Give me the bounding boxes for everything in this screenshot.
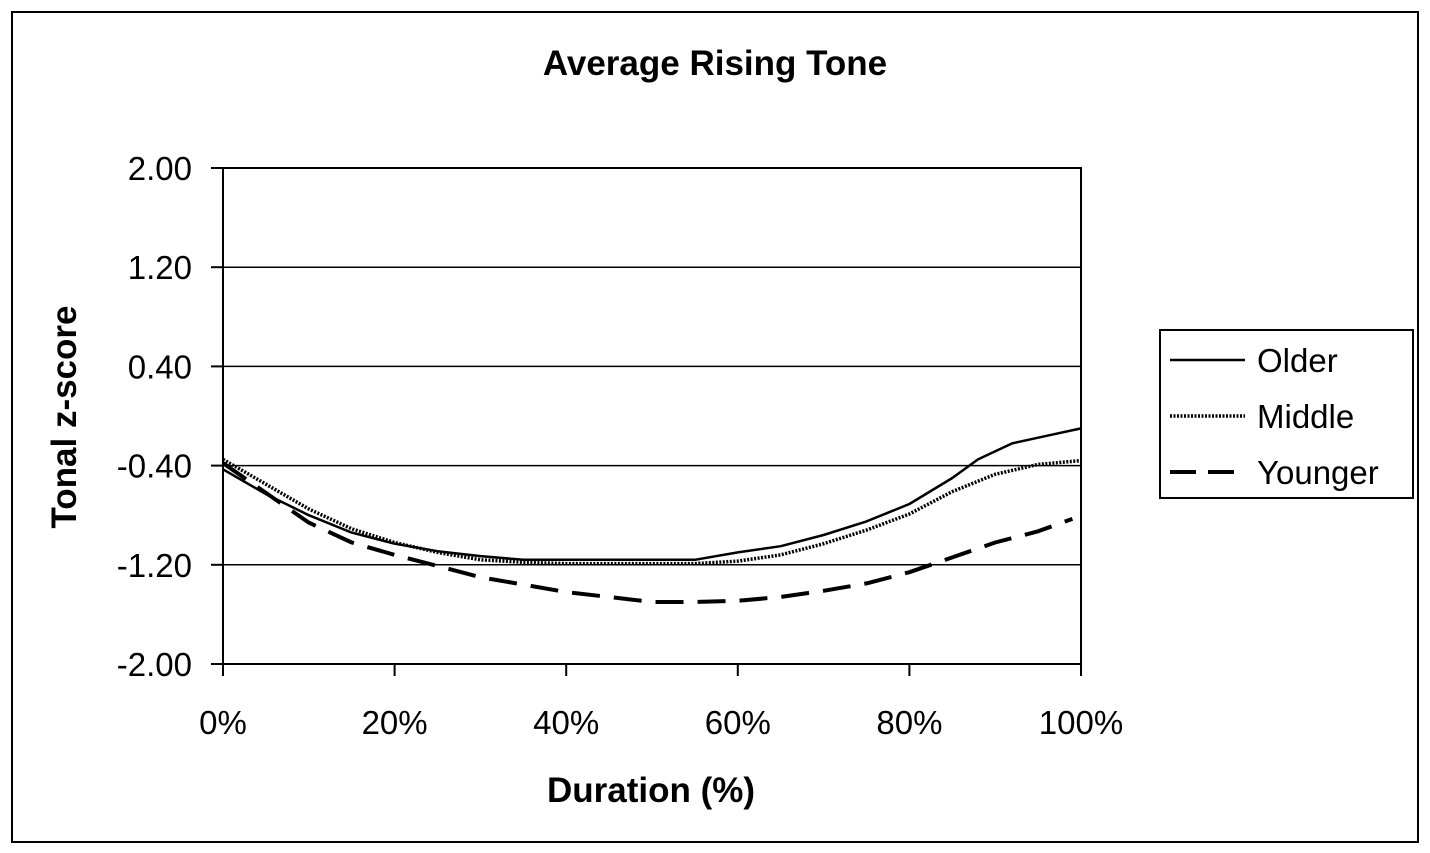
y-axis-title: Tonal z-score xyxy=(45,305,84,528)
y-tick-label: -2.00 xyxy=(117,646,192,683)
y-tick-labels: 2.00 1.20 0.40 -0.40 -1.20 -2.00 xyxy=(117,150,192,683)
series-line-older xyxy=(222,427,1082,562)
x-tick-label: 20% xyxy=(362,704,428,741)
x-tick-label: 100% xyxy=(1039,704,1123,741)
x-tick-labels: 0% 20% 40% 60% 80% 100% xyxy=(199,704,1123,741)
legend-label-middle: Middle xyxy=(1257,398,1354,435)
x-tick-label: 0% xyxy=(199,704,247,741)
y-tick-label: 0.40 xyxy=(128,348,192,385)
x-axis-title: Duration (%) xyxy=(547,771,755,810)
series-lines xyxy=(221,427,1082,604)
plot-area-border xyxy=(222,167,1082,665)
chart-title: Average Rising Tone xyxy=(543,44,887,83)
series-line-middle xyxy=(222,457,1082,566)
x-tick-label: 40% xyxy=(533,704,599,741)
y-tick-label: 1.20 xyxy=(128,249,192,286)
legend-label-older: Older xyxy=(1257,342,1338,379)
legend: Older Middle Younger xyxy=(1159,329,1414,499)
gridlines xyxy=(223,266,1081,566)
axes xyxy=(211,167,1082,676)
y-tick-label: -0.40 xyxy=(117,448,192,485)
legend-box xyxy=(1159,329,1414,499)
legend-label-younger: Younger xyxy=(1257,454,1379,491)
y-tick-label: 2.00 xyxy=(128,150,192,187)
x-tick-label: 80% xyxy=(876,704,942,741)
y-tick-label: -1.20 xyxy=(117,547,192,584)
x-tick-label: 60% xyxy=(705,704,771,741)
